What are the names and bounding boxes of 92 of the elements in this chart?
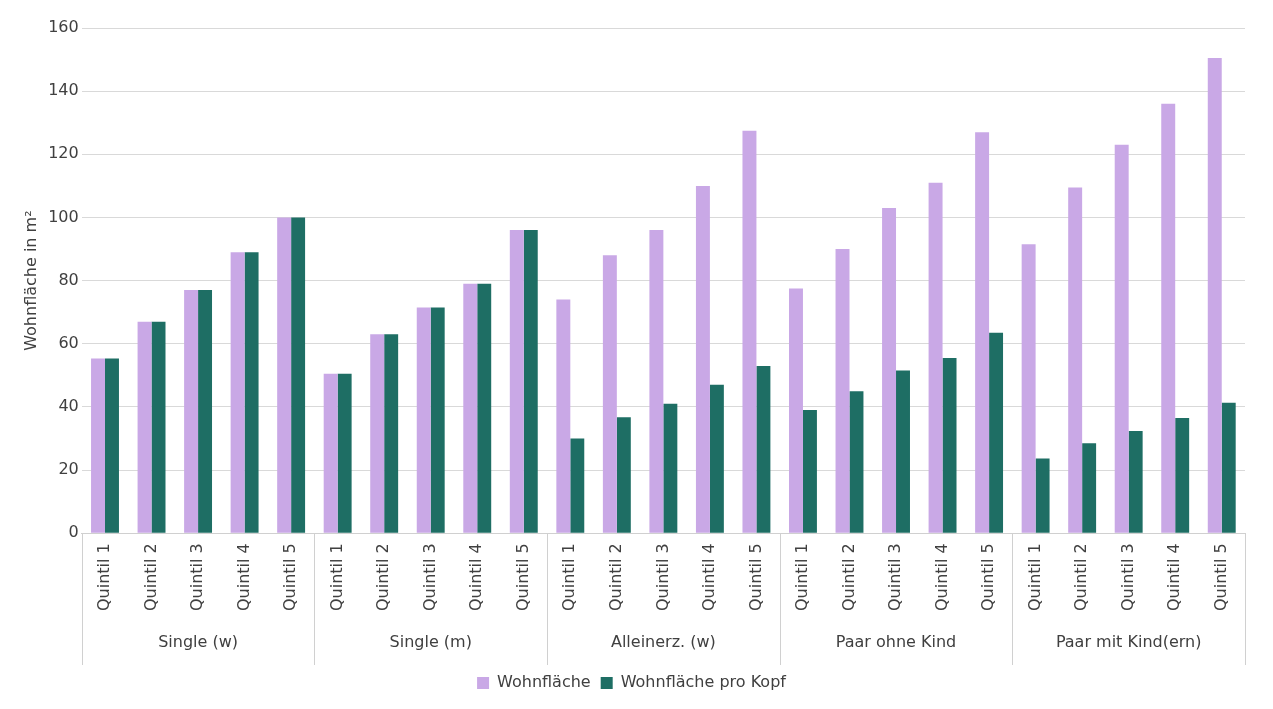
x-tick-label: Quintil 4 — [931, 543, 951, 611]
x-tick-label: Quintil 3 — [1117, 543, 1137, 611]
bar — [928, 182, 943, 533]
x-tick-label: Quintil 4 — [699, 543, 719, 611]
text: Alleinerz. (w) — [610, 632, 716, 652]
y-tick-label: 80 — [58, 269, 79, 289]
bar — [649, 230, 664, 533]
bar — [570, 438, 585, 533]
bar — [896, 370, 910, 533]
bar — [1035, 458, 1050, 533]
bar — [463, 283, 478, 533]
bar — [1082, 443, 1097, 533]
x-tick-label: Quintil 5 — [745, 543, 765, 611]
bar — [523, 230, 538, 533]
bar — [291, 217, 306, 533]
bar — [1128, 430, 1143, 533]
x-tick-label: Quintil 2 — [1071, 543, 1091, 611]
bar — [942, 357, 957, 533]
bar — [91, 358, 105, 533]
x-tick-label: Quintil 4 — [466, 543, 486, 611]
bar — [663, 403, 678, 533]
bar — [695, 185, 710, 533]
bar — [198, 290, 213, 533]
x-tick-label: Quintil 1 — [94, 543, 114, 611]
bar — [509, 230, 524, 533]
x-tick-label: Quintil 2 — [373, 543, 393, 611]
bar — [802, 410, 817, 533]
x-tick-label: Quintil 5 — [978, 543, 998, 611]
x-tick-label: Quintil 2 — [140, 543, 160, 611]
bar — [989, 332, 1004, 533]
x-tick-label: Quintil 5 — [512, 543, 532, 611]
bar — [1021, 244, 1036, 533]
text: Paar ohne Kind — [835, 632, 957, 652]
bar — [477, 283, 492, 533]
bar — [742, 130, 757, 533]
bar — [835, 249, 850, 533]
x-tick-label: Quintil 4 — [1164, 543, 1184, 611]
x-tick-label: Quintil 2 — [606, 543, 625, 611]
bar — [137, 321, 152, 533]
text: Single (w) — [158, 632, 238, 652]
bar — [384, 334, 399, 533]
y-tick-label: 100 — [48, 206, 79, 226]
bar — [789, 288, 803, 533]
bar — [556, 299, 571, 533]
bar — [1114, 144, 1129, 533]
bar — [151, 321, 166, 533]
y-axis-title: Wohnfläche in m² — [20, 210, 40, 351]
y-tick-label: 40 — [58, 396, 79, 416]
bar — [756, 365, 771, 533]
bar — [616, 417, 631, 533]
bar — [1207, 58, 1222, 533]
legend-label: Wohnfläche — [497, 672, 591, 692]
x-tick-label: Quintil 4 — [233, 543, 253, 611]
x-tick-label: Quintil 5 — [1210, 543, 1230, 611]
bar — [230, 252, 245, 533]
y-tick-label: 20 — [58, 459, 79, 479]
bar — [244, 252, 259, 533]
bar — [709, 384, 724, 533]
bar — [184, 290, 199, 533]
bar — [882, 208, 897, 533]
x-tick-label: Quintil 1 — [1024, 543, 1044, 611]
bar — [416, 307, 431, 533]
y-tick-label: 160 — [48, 17, 79, 37]
bar — [337, 373, 352, 533]
bar — [602, 255, 617, 533]
y-tick-label: 120 — [48, 143, 79, 163]
bar — [1221, 402, 1236, 533]
legend-label: Wohnfläche pro Kopf — [620, 672, 787, 692]
bar — [1175, 417, 1190, 533]
x-tick-label: Quintil 5 — [280, 543, 300, 611]
x-tick-label: Quintil 3 — [885, 543, 905, 611]
y-tick-label: 0 — [68, 522, 79, 542]
text: Single (m) — [389, 632, 472, 652]
x-tick-label: Quintil 1 — [326, 543, 346, 611]
x-tick-label: Quintil 2 — [838, 543, 858, 611]
x-tick-label: Quintil 1 — [559, 543, 579, 611]
x-tick-label: Quintil 3 — [419, 543, 439, 611]
bar — [370, 334, 385, 533]
bar — [105, 358, 119, 533]
x-tick-label: Quintil 1 — [792, 543, 812, 611]
bar — [1068, 187, 1083, 533]
x-tick-label: Quintil 3 — [652, 543, 672, 611]
bar — [849, 391, 864, 533]
x-tick-label: Quintil 3 — [187, 543, 207, 611]
y-tick-label: 60 — [58, 332, 79, 352]
bar — [323, 373, 338, 533]
text: Paar mit Kind(ern) — [1055, 632, 1202, 652]
y-tick-label: 140 — [48, 80, 79, 100]
bar — [975, 132, 990, 533]
bar — [430, 307, 445, 533]
bar — [277, 217, 292, 533]
bar — [1161, 103, 1176, 533]
